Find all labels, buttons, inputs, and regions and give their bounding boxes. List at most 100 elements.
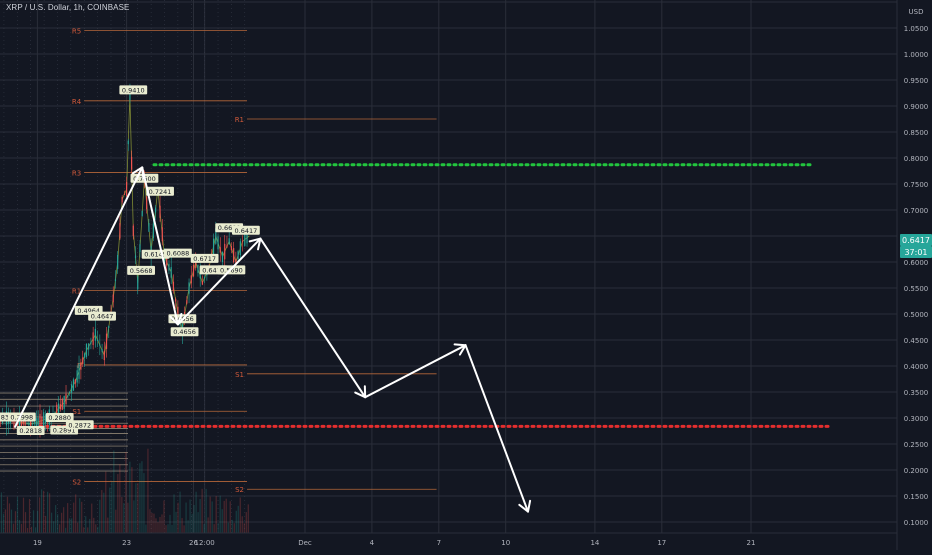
candle-body xyxy=(65,394,66,404)
volume-bar xyxy=(206,489,207,533)
price-tick-label: 1.0500 xyxy=(904,25,929,33)
candle-body xyxy=(240,241,241,255)
candle-body xyxy=(226,245,227,247)
volume-bar xyxy=(59,524,60,533)
volume-bar xyxy=(198,512,199,533)
volume-bar xyxy=(226,499,227,533)
time-tick-label: Dec xyxy=(298,539,312,547)
price-tick-label: 0.3500 xyxy=(904,389,929,397)
candle-body xyxy=(93,332,94,345)
volume-bar xyxy=(167,524,168,533)
volume-bar xyxy=(155,518,156,533)
candle-body xyxy=(97,340,98,341)
volume-bar xyxy=(208,517,209,533)
volume-bar xyxy=(159,517,160,533)
volume-bar xyxy=(87,527,88,533)
price-tick-label: 0.4000 xyxy=(904,363,929,371)
candle-body xyxy=(58,404,59,415)
volume-bar xyxy=(121,497,122,533)
candle-body xyxy=(69,392,70,393)
volume-bar xyxy=(183,525,184,533)
volume-bar xyxy=(41,489,42,533)
volume-bar xyxy=(101,490,102,533)
volume-bar xyxy=(163,501,164,533)
candle-body xyxy=(155,208,156,213)
volume-bar xyxy=(185,503,186,533)
volume-bar xyxy=(57,514,58,533)
candle-body xyxy=(242,241,243,242)
candle-body xyxy=(75,380,76,384)
candle-body xyxy=(113,294,114,302)
volume-bar xyxy=(15,511,16,533)
price-tick-label: 0.3000 xyxy=(904,415,929,423)
candle-body xyxy=(159,206,160,218)
volume-bar xyxy=(234,523,235,533)
volume-bar xyxy=(179,492,180,533)
volume-bar xyxy=(141,461,142,533)
zigzag-label: 0.6717 xyxy=(193,255,216,263)
candle-body xyxy=(124,194,125,195)
candle-body xyxy=(36,418,37,426)
volume-bar xyxy=(89,519,90,533)
time-tick-label: 7 xyxy=(437,539,441,547)
volume-bar xyxy=(212,501,213,533)
volume-bar xyxy=(19,520,20,533)
candle-body xyxy=(71,384,72,392)
volume-bar xyxy=(248,504,249,533)
volume-bar xyxy=(67,503,68,533)
candle-body xyxy=(99,345,100,346)
price-tick-label: 0.2500 xyxy=(904,441,929,449)
volume-bar xyxy=(65,528,66,533)
volume-bar xyxy=(109,488,110,533)
volume-bar xyxy=(61,513,62,533)
volume-bar xyxy=(194,505,195,533)
candle-body xyxy=(229,238,230,244)
time-tick-label: 14 xyxy=(590,539,599,547)
volume-bar xyxy=(135,483,136,533)
price-tick-label: 0.5500 xyxy=(904,285,929,293)
candle-body xyxy=(166,259,167,266)
volume-bar xyxy=(17,497,18,533)
volume-bar xyxy=(105,472,106,533)
volume-bar xyxy=(91,504,92,533)
volume-bar xyxy=(246,512,247,533)
volume-bar xyxy=(9,503,10,533)
volume-bar xyxy=(79,498,80,533)
candle-body xyxy=(115,279,116,281)
pivot-label: S2 xyxy=(72,478,81,486)
volume-bar xyxy=(240,497,241,533)
price-tick-label: 0.8500 xyxy=(904,129,929,137)
volume-bar xyxy=(95,524,96,533)
candle-body xyxy=(119,223,120,238)
volume-bar xyxy=(222,509,223,533)
candle-body xyxy=(191,275,192,283)
candle-body xyxy=(84,353,85,357)
volume-bar xyxy=(236,511,237,533)
zigzag-label: 0.7241 xyxy=(149,188,172,196)
time-tick-label: 12:00 xyxy=(195,539,215,547)
candle-body xyxy=(101,349,102,352)
volume-bar xyxy=(3,514,4,533)
volume-bar xyxy=(224,501,225,533)
volume-bar xyxy=(139,463,140,533)
volume-bar xyxy=(210,497,211,533)
volume-bar xyxy=(93,518,94,533)
pivot-label: R3 xyxy=(72,170,81,178)
volume-bar xyxy=(117,474,118,533)
volume-bar xyxy=(218,523,219,533)
volume-bar xyxy=(214,524,215,533)
candle-body xyxy=(86,344,87,357)
candle-body xyxy=(43,412,44,427)
volume-bar xyxy=(181,518,182,533)
pivot-label: R4 xyxy=(72,98,82,106)
candle-body xyxy=(78,364,79,379)
volume-bar xyxy=(33,510,34,533)
volume-bar xyxy=(189,499,190,533)
candle-body xyxy=(88,343,89,349)
time-tick-label: 23 xyxy=(122,539,131,547)
price-tick-label: 0.8000 xyxy=(904,155,929,163)
volume-bar xyxy=(53,521,54,533)
candle-body xyxy=(142,211,143,216)
volume-bar xyxy=(173,494,174,533)
